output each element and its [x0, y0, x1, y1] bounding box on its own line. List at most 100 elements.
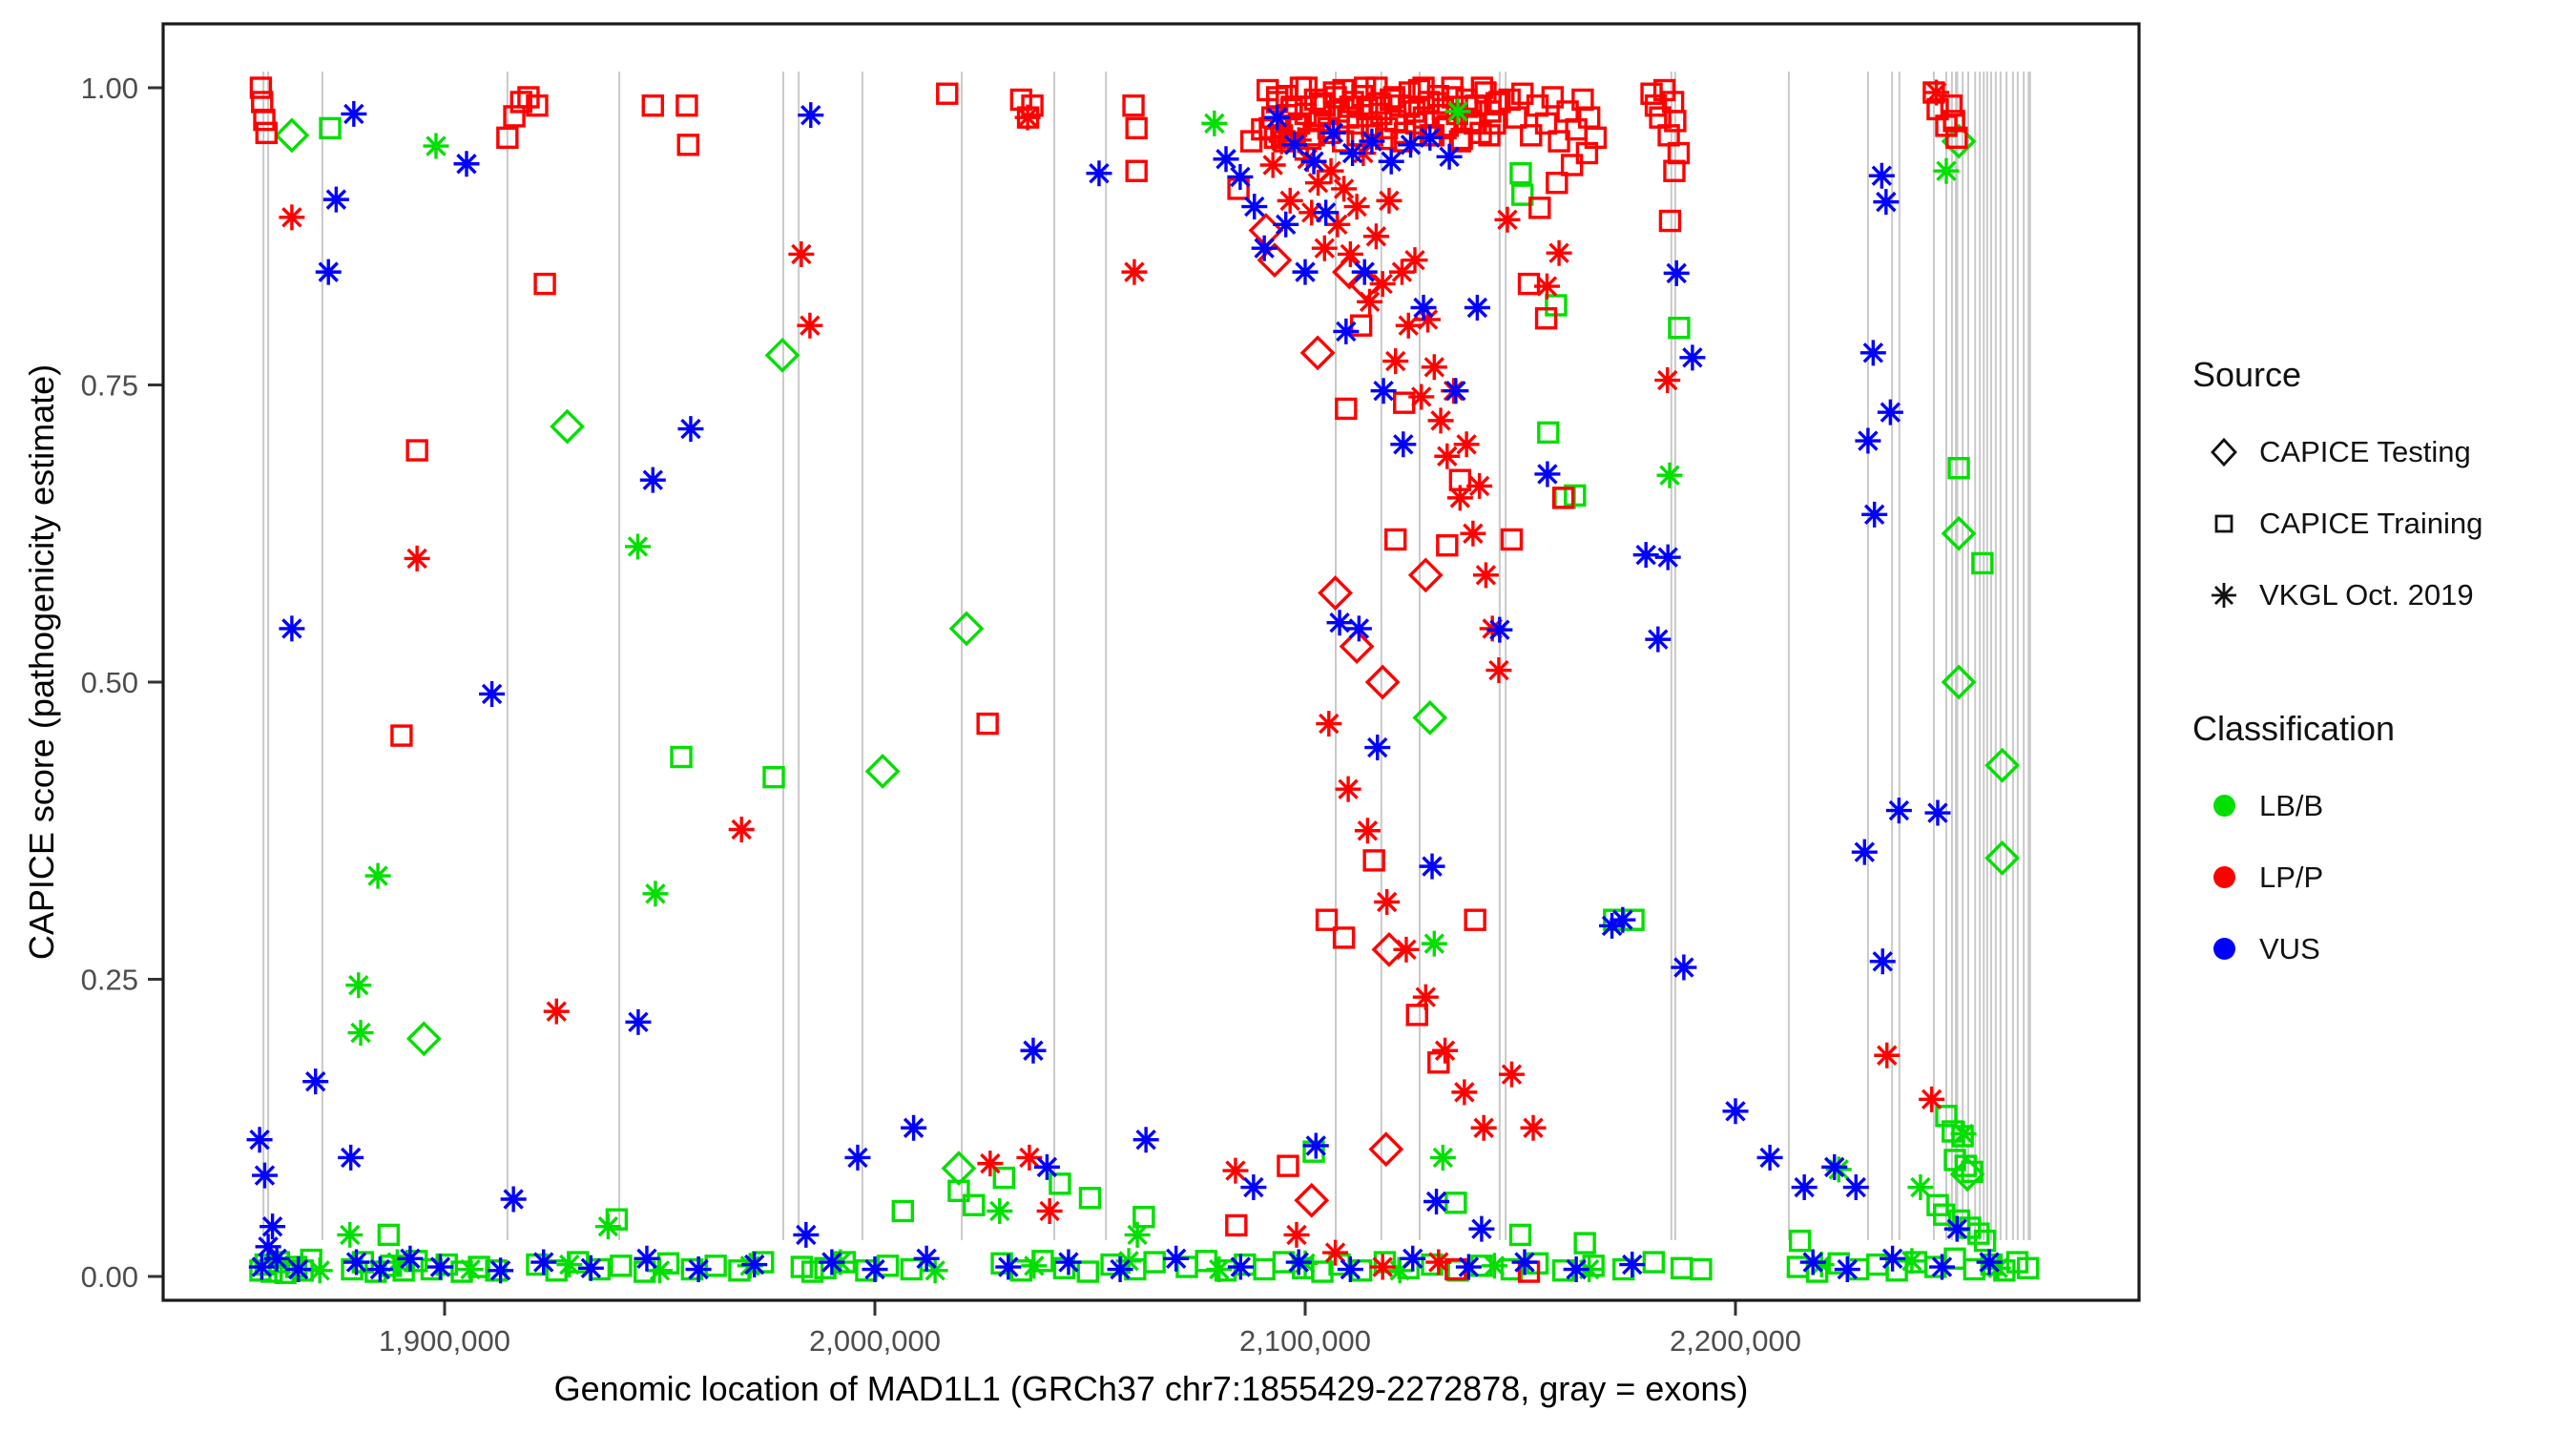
data-point — [1928, 1254, 1955, 1280]
data-point — [1339, 95, 1362, 118]
data-point — [764, 337, 800, 373]
x-tick-label: 1,900,000 — [379, 1324, 510, 1358]
data-point — [1464, 908, 1486, 931]
data-point — [1283, 1221, 1310, 1248]
data-point — [543, 998, 570, 1025]
data-point — [1551, 487, 1575, 509]
data-point — [1324, 211, 1351, 238]
y-axis-title: CAPICE score (pathogenicity estimate) — [22, 363, 61, 961]
data-point — [322, 186, 349, 213]
y-axis: 0.00 0.25 0.50 0.75 1.00 — [81, 72, 163, 1294]
data-point — [315, 259, 342, 285]
data-point — [1227, 1254, 1254, 1280]
data-point — [1345, 615, 1372, 642]
data-point — [1575, 141, 1599, 165]
data-point — [1362, 223, 1389, 250]
data-point — [977, 1151, 1004, 1177]
lbb-dot-icon — [2212, 795, 2235, 817]
data-point — [1436, 534, 1459, 557]
asterisk-icon — [2189, 576, 2259, 614]
data-point — [1343, 194, 1370, 220]
data-point — [1421, 354, 1447, 381]
diamond-icon — [2189, 433, 2259, 471]
data-point — [1311, 235, 1338, 261]
data-point — [1658, 209, 1682, 233]
data-point — [1294, 1182, 1330, 1218]
data-point — [1976, 1249, 2003, 1275]
data-point — [1313, 199, 1340, 226]
x-tick-label: 2,100,000 — [1239, 1324, 1371, 1358]
data-point — [457, 1256, 484, 1283]
data-point — [1498, 1061, 1525, 1088]
data-point — [1654, 367, 1681, 394]
data-point — [1302, 1132, 1329, 1159]
data-point — [341, 100, 367, 127]
data-point — [625, 1008, 652, 1035]
data-point — [1941, 664, 1977, 700]
data-point — [1049, 1172, 1071, 1195]
data-point — [900, 1257, 924, 1281]
data-point — [1954, 1154, 1977, 1177]
data-point — [1855, 427, 1881, 454]
data-point — [922, 1257, 948, 1284]
data-point — [1055, 1249, 1082, 1275]
data-point — [1388, 259, 1415, 285]
data-point — [1353, 76, 1377, 99]
data-point — [1305, 170, 1332, 197]
data-point — [1417, 124, 1444, 151]
data-point — [423, 133, 449, 159]
data-point — [1546, 171, 1568, 195]
data-point — [1984, 1255, 2011, 1281]
data-point — [1300, 148, 1327, 175]
data-point — [1122, 93, 1145, 117]
data-point — [1640, 82, 1663, 105]
data-point — [1335, 397, 1358, 421]
data-point — [302, 1068, 329, 1095]
data-point — [728, 817, 755, 843]
data-point — [862, 1256, 888, 1283]
data-point — [260, 1213, 286, 1240]
data-point — [1340, 140, 1366, 167]
y-tick-label: 0.00 — [81, 1260, 138, 1294]
data-point — [255, 1234, 281, 1260]
data-point — [1834, 1256, 1860, 1283]
data-point — [864, 754, 901, 789]
data-point — [319, 116, 342, 140]
data-point — [1400, 1245, 1426, 1272]
data-point — [347, 1020, 374, 1047]
plot-panel — [163, 24, 2139, 1300]
data-point — [1337, 240, 1363, 267]
legend-item-label: VUS — [2259, 931, 2320, 965]
data-point — [1378, 148, 1404, 175]
data-point — [1402, 247, 1428, 274]
data-point — [1359, 128, 1385, 155]
data-point — [1384, 528, 1407, 551]
data-point — [1933, 157, 1960, 184]
data-point — [1464, 295, 1490, 321]
data-point — [285, 1256, 312, 1283]
data-point — [1873, 189, 1900, 216]
data-point — [1537, 421, 1560, 445]
data-point — [1973, 1229, 1997, 1253]
data-point — [1393, 936, 1420, 963]
legend-item-label: LP/P — [2259, 860, 2324, 894]
data-point — [1292, 259, 1319, 285]
data-point — [1799, 1249, 1826, 1275]
legend-item-capice-testing: CAPICE Testing — [2189, 416, 2570, 487]
data-point — [1322, 1239, 1349, 1266]
data-point — [550, 408, 585, 445]
data-point — [1434, 443, 1461, 469]
data-point — [1466, 472, 1493, 499]
data-point — [1373, 1251, 1397, 1274]
data-point — [1485, 657, 1512, 684]
y-tick-label: 0.25 — [81, 964, 138, 997]
data-point — [556, 1252, 583, 1278]
data-point — [963, 1193, 986, 1216]
data-point — [1880, 1245, 1906, 1272]
data-point — [1868, 162, 1895, 189]
x-tick-label: 2,200,000 — [1670, 1324, 1801, 1358]
data-point — [1295, 76, 1319, 99]
data-point — [1877, 399, 1903, 425]
data-point — [1346, 112, 1369, 135]
